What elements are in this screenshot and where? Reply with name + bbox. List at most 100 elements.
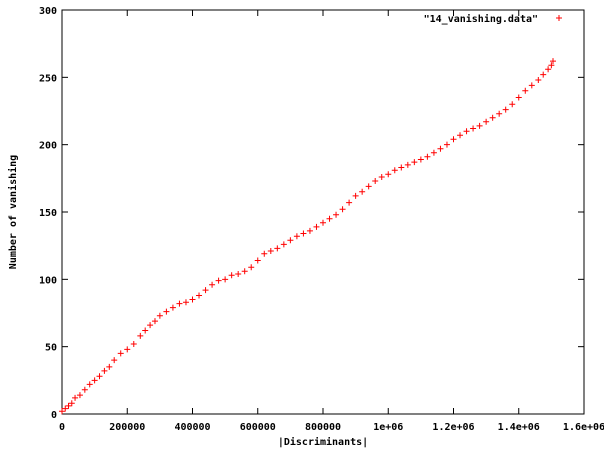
data-point [404, 161, 411, 168]
data-point [96, 373, 103, 380]
x-tick-label: 400000 [174, 422, 210, 433]
data-point [274, 245, 281, 252]
y-tick-label: 300 [39, 6, 57, 17]
data-point [176, 300, 183, 307]
data-point [68, 400, 75, 407]
data-point [398, 164, 405, 171]
data-point [62, 405, 69, 412]
x-tick-label: 1.4e+06 [498, 422, 540, 433]
x-tick-label: 800000 [305, 422, 341, 433]
data-point [550, 58, 557, 65]
data-point [411, 159, 418, 166]
data-point [359, 188, 366, 195]
data-point [470, 125, 477, 132]
data-point [528, 82, 535, 89]
data-point [196, 292, 203, 299]
data-point [169, 304, 176, 311]
data-point [81, 386, 88, 393]
data-point [228, 272, 235, 279]
data-point [320, 219, 326, 226]
data-point [522, 87, 529, 94]
data-point [306, 227, 313, 234]
data-point [137, 332, 144, 339]
data-point [333, 211, 340, 218]
y-axis: 0 50 100 150 200 250 300 [39, 6, 584, 421]
data-point [326, 215, 333, 222]
legend: "14_vanishing.data" [424, 13, 562, 25]
data-point [59, 408, 65, 415]
data-point [385, 171, 392, 178]
x-tick-label: 200000 [109, 422, 145, 433]
y-tick-label: 100 [39, 275, 57, 286]
data-point [248, 264, 255, 271]
data-point [548, 62, 555, 69]
x-tick-label: 600000 [240, 422, 276, 433]
data-point [287, 237, 294, 244]
legend-marker-plus [556, 15, 562, 21]
data-point [65, 402, 72, 409]
x-tick-label: 1.6e+06 [563, 422, 604, 433]
data-point [86, 381, 93, 388]
data-point [209, 281, 216, 288]
data-point [267, 248, 274, 255]
data-point [91, 377, 98, 384]
data-point [106, 363, 113, 370]
data-point [101, 367, 108, 374]
data-point [346, 199, 353, 206]
data-point [443, 141, 450, 148]
data-point [352, 192, 359, 199]
y-tick-label: 150 [39, 208, 57, 219]
data-point [182, 299, 189, 306]
y-tick-label: 200 [39, 141, 57, 152]
data-point [241, 268, 248, 275]
data-point [163, 308, 170, 315]
data-point [535, 77, 542, 84]
data-point [202, 287, 209, 294]
data-point [450, 136, 457, 143]
x-axis-title: |Discriminants| [278, 436, 368, 448]
data-series [59, 58, 557, 415]
data-point [111, 357, 118, 364]
data-point [280, 241, 287, 248]
x-tick-label: 0 [59, 422, 65, 433]
data-point [391, 167, 398, 174]
data-point [378, 173, 385, 180]
legend-label: "14_vanishing.data" [424, 13, 538, 25]
data-point [339, 206, 346, 213]
data-point [189, 296, 196, 303]
y-tick-label: 250 [39, 73, 57, 84]
data-point [222, 276, 229, 283]
data-point [235, 270, 242, 277]
data-point [483, 118, 490, 125]
data-point [372, 178, 379, 185]
data-point [476, 122, 483, 129]
data-point [509, 101, 516, 108]
data-point [437, 145, 444, 152]
data-point [496, 110, 503, 117]
data-point [76, 392, 83, 399]
data-point [215, 277, 222, 284]
y-tick-label: 50 [45, 343, 57, 354]
y-axis-title: Number of vanishing [7, 155, 19, 269]
data-point [300, 230, 307, 237]
data-point [124, 346, 131, 353]
data-point [254, 257, 261, 264]
data-point [261, 250, 268, 257]
data-point [293, 233, 300, 240]
data-point [540, 71, 547, 78]
data-point [142, 327, 149, 334]
legend-marker [556, 15, 562, 21]
data-point [72, 394, 79, 401]
data-point [457, 132, 464, 139]
data-point [489, 114, 496, 121]
x-tick-label: 1.2e+06 [432, 422, 474, 433]
data-point [463, 128, 470, 135]
x-tick-label: 1e+06 [373, 422, 403, 433]
data-point [515, 94, 522, 101]
data-point [130, 340, 137, 347]
data-point [117, 350, 124, 357]
data-point [156, 312, 163, 319]
data-point [365, 183, 372, 190]
data-point [502, 106, 509, 113]
plot-border [61, 9, 585, 415]
